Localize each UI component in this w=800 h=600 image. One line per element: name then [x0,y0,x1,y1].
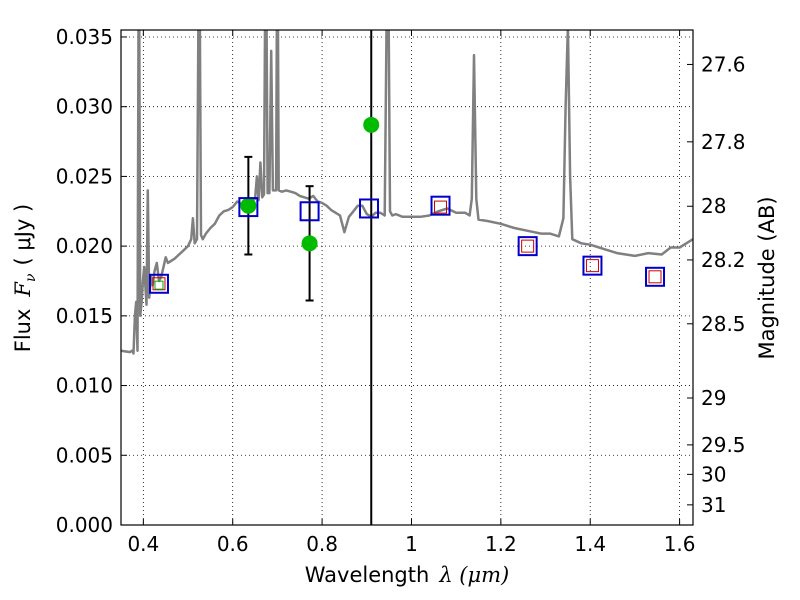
y-tick-label: 0.000 [56,513,113,537]
model-square-marker [148,273,169,294]
y-axis-label-math-sub: ν [23,273,39,282]
y-tick-label: 0.015 [56,304,113,328]
model-square-marker [430,195,451,216]
model-square-marker [517,236,538,257]
y2-tick-label: 27.8 [701,130,746,154]
y2-tick-label: 28.2 [701,248,746,272]
model-square-marker [645,266,666,287]
x-axis-label-math: λ (μm) [438,563,509,587]
y-tick-label: 0.005 [56,443,113,467]
model-square-marker [585,259,599,273]
x-tick-label: 0.6 [217,532,249,556]
y2-tick-label: 28.5 [701,312,746,336]
model-square-marker [582,255,603,276]
y-axis-label: Flux Fν ( μJy ) [11,204,39,352]
y-tick-label: 0.020 [56,234,113,258]
photometry-point [240,197,257,214]
y2-axis-label: Magnitude (AB) [755,196,779,359]
y2-tick-label: 27.6 [701,52,746,76]
photometry-point [301,235,318,252]
plot-area [121,30,693,525]
model-square-marker [521,239,535,253]
plot-frame [120,29,694,526]
y-tick-label: 0.035 [56,25,113,49]
photometry-point [363,116,380,133]
y2-tick-label: 29.5 [701,433,746,457]
x-tick-label: 0.8 [306,532,338,556]
spectrum-line [121,30,693,355]
x-axis-label: Wavelength λ (μm) [305,563,510,587]
y-tick-label: 0.025 [56,164,113,188]
model-square-marker [152,277,166,291]
y-axis-label-math: F [11,281,35,298]
x-tick-label: 1.4 [574,532,606,556]
y-axis-label-unit: ( μJy ) [11,204,35,266]
model-square-marker [434,200,448,214]
x-tick-label: 0.4 [127,532,159,556]
x-tick-label: 1.6 [664,532,696,556]
model-square-marker [299,201,320,222]
model-square-marker [154,280,164,290]
y2-tick-label: 31 [701,493,726,517]
model-square-marker [648,270,662,284]
x-tick-label: 1.2 [485,532,517,556]
grid-layer [121,30,693,526]
model-square-marker [238,197,259,218]
y2-tick-label: 29 [701,386,726,410]
tick-layer: 0.4 0.6 0.8 1 1.2 1.4 1.6 0.000 0.005 0.010 0.015 0… [56,25,746,556]
y-axis-label-text: Flux [11,309,35,353]
y-tick-label: 0.030 [56,95,113,119]
y2-tick-label: 30 [701,462,726,486]
model-square-marker [359,198,380,219]
x-axis-label-text: Wavelength [305,563,430,587]
y-tick-label: 0.010 [56,374,113,398]
x-tick-label: 1 [405,532,418,556]
y2-tick-label: 28 [701,194,726,218]
